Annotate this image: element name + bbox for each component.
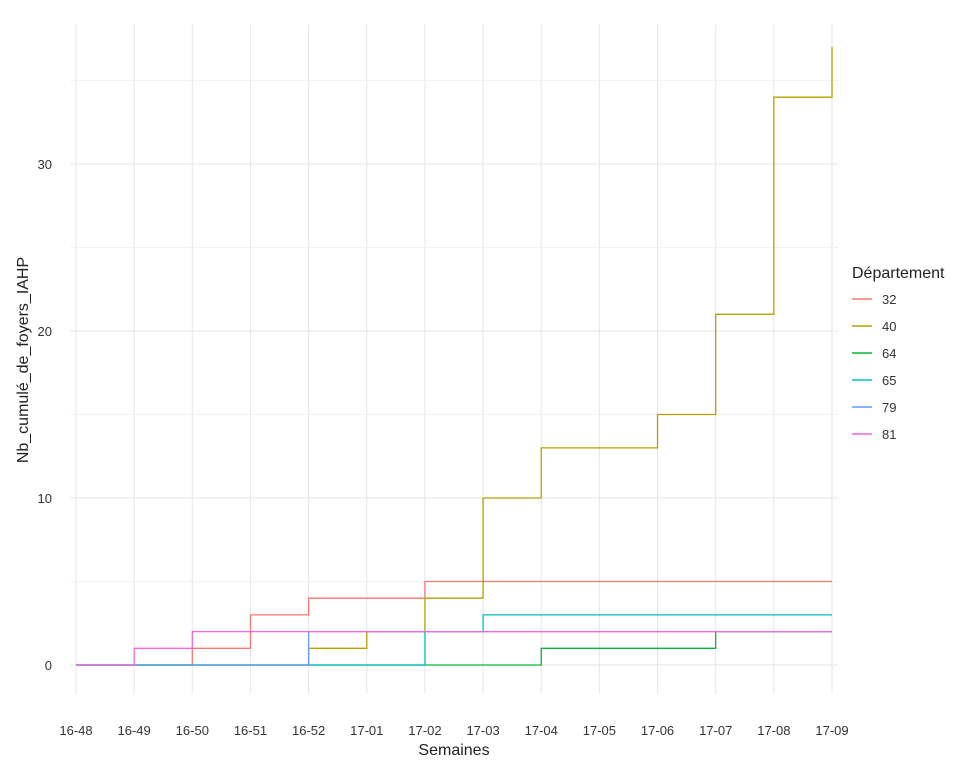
x-tick-label: 17-07	[699, 723, 732, 738]
x-tick-label: 17-09	[815, 723, 848, 738]
y-tick-label: 10	[38, 491, 52, 506]
series-lines	[76, 47, 833, 666]
x-tick-label: 17-08	[757, 723, 790, 738]
y-tick-labels: 0 10 20 30	[38, 157, 52, 673]
x-tick-label: 16-48	[59, 723, 92, 738]
series-line-81	[76, 630, 832, 666]
x-tick-label: 16-49	[118, 723, 151, 738]
series-line-40	[76, 47, 833, 666]
legend-label-64: 64	[882, 346, 896, 361]
x-tick-label: 17-06	[641, 723, 674, 738]
y-tick-label: 0	[45, 658, 52, 673]
x-tick-label: 17-03	[466, 723, 499, 738]
y-axis-title: Nb_cumulé_de_foyers_IAHP	[15, 257, 32, 463]
x-tick-label: 16-52	[292, 723, 325, 738]
x-tick-label: 16-50	[176, 723, 209, 738]
legend: Département 32 40 64 65 79 81	[852, 265, 945, 442]
x-tick-label: 16-51	[234, 723, 267, 738]
legend-label-79: 79	[882, 400, 896, 415]
x-tick-label: 17-02	[408, 723, 441, 738]
x-tick-labels: 16-48 16-49 16-50 16-51 16-52 17-01 17-02 17-03…	[59, 723, 848, 738]
legend-label-32: 32	[882, 292, 896, 307]
series-line-32	[76, 580, 832, 666]
x-axis-title: Semaines	[418, 742, 489, 759]
legend-label-40: 40	[882, 319, 896, 334]
series-line-65	[76, 614, 832, 666]
legend-title: Département	[852, 265, 945, 282]
legend-label-65: 65	[882, 373, 896, 388]
y-tick-label: 20	[38, 324, 52, 339]
grid-lines	[70, 24, 838, 694]
y-tick-label: 30	[38, 157, 52, 172]
x-tick-label: 17-04	[525, 723, 558, 738]
x-tick-label: 17-01	[350, 723, 383, 738]
x-tick-label: 17-05	[583, 723, 616, 738]
legend-label-81: 81	[882, 427, 896, 442]
